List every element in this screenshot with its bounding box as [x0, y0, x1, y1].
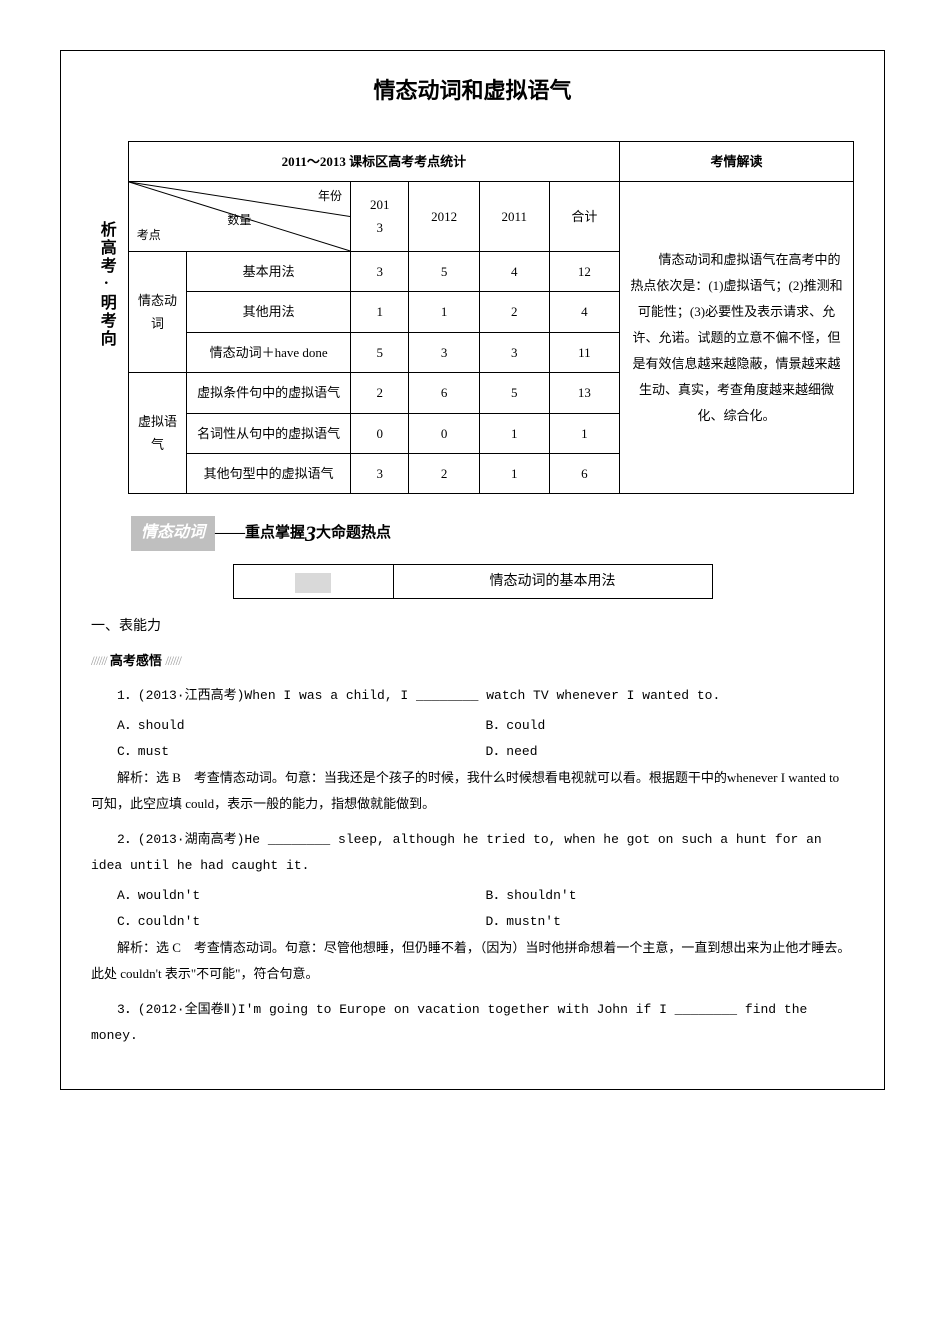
explanation: 解析：选 C 考查情态动词。句意：尽管他想睡，但仍睡不着，（因为）当时他拼命想着…: [91, 935, 854, 987]
options-row: C．couldn't D．mustn't: [117, 909, 854, 935]
question-stem: 2．(2013·湖南高考)He ________ sleep, although…: [91, 827, 854, 879]
year-col-total: 合计: [549, 181, 619, 251]
cell: 3: [409, 332, 479, 372]
banner-dash: ——重点掌握: [215, 525, 305, 541]
cell: 3: [351, 251, 409, 291]
stats-header: 2011～2013 课标区高考考点统计: [128, 141, 619, 181]
option-b: B．shouldn't: [486, 883, 855, 909]
row-label: 虚拟条件句中的虚拟语气: [187, 373, 351, 413]
cell: 12: [549, 251, 619, 291]
gaokao-label: ////// 高考感悟 //////: [91, 649, 854, 672]
row-label: 其他句型中的虚拟语气: [187, 453, 351, 493]
cell: 2: [479, 292, 549, 332]
cell: 3: [351, 453, 409, 493]
cell: 13: [549, 373, 619, 413]
options-row: A．should B．could: [117, 713, 854, 739]
stats-table: 2011～2013 课标区高考考点统计 考情解读 年份 数量 考点 2013 2…: [128, 141, 854, 495]
group-label: 情态动词: [128, 251, 186, 372]
cell: 5: [351, 332, 409, 372]
vertical-side-label: 析高考·明考向: [91, 221, 120, 348]
option-a: A．wouldn't: [117, 883, 486, 909]
option-c: C．couldn't: [117, 909, 486, 935]
question-stem: 1．(2013·江西高考)When I was a child, I _____…: [91, 683, 854, 709]
cell: 1: [351, 292, 409, 332]
option-a: A．should: [117, 713, 486, 739]
cell: 1: [479, 413, 549, 453]
year-col-2013: 2013: [351, 181, 409, 251]
banner-tail: 大命题热点: [316, 525, 391, 541]
section-banner: 情态动词——重点掌握3大命题热点: [131, 514, 854, 554]
cell: 6: [409, 373, 479, 413]
diag-count-label: 数量: [227, 210, 251, 232]
cell: 0: [409, 413, 479, 453]
subsection-left: [234, 565, 394, 598]
page-title: 情态动词和虚拟语气: [91, 71, 854, 111]
group-label: 虚拟语气: [128, 373, 186, 494]
question-3: 3．(2012·全国卷Ⅱ)I'm going to Europe on vaca…: [91, 997, 854, 1049]
gaokao-text: 高考感悟: [110, 653, 162, 668]
option-d: D．need: [486, 739, 855, 765]
cell: 11: [549, 332, 619, 372]
year-col-2012: 2012: [409, 181, 479, 251]
cell: 6: [549, 453, 619, 493]
explanation: 解析：选 B 考查情态动词。句意：当我还是个孩子的时候，我什么时候想看电视就可以…: [91, 765, 854, 817]
row-label: 基本用法: [187, 251, 351, 291]
option-c: C．must: [117, 739, 486, 765]
cell: 1: [479, 453, 549, 493]
banner-number: 3: [305, 521, 316, 546]
row-label: 名词性从句中的虚拟语气: [187, 413, 351, 453]
question-2: 2．(2013·湖南高考)He ________ sleep, although…: [91, 827, 854, 987]
options-row: A．wouldn't B．shouldn't: [117, 883, 854, 909]
subsection-left-inner: [295, 573, 331, 593]
slash-decoration-icon: //////: [165, 653, 181, 668]
slash-decoration-icon: //////: [91, 653, 107, 668]
subsection-title: 情态动词的基本用法: [394, 565, 712, 598]
cell: 1: [549, 413, 619, 453]
cell: 2: [351, 373, 409, 413]
cell: 2: [409, 453, 479, 493]
cell: 4: [479, 251, 549, 291]
cell: 4: [549, 292, 619, 332]
cell: 5: [479, 373, 549, 413]
cell: 1: [409, 292, 479, 332]
row-label: 情态动词＋have done: [187, 332, 351, 372]
year-col-2011: 2011: [479, 181, 549, 251]
cell: 3: [479, 332, 549, 372]
banner-highlight: 情态动词: [131, 516, 215, 551]
question-1: 1．(2013·江西高考)When I was a child, I _____…: [91, 683, 854, 817]
diagonal-header-cell: 年份 数量 考点: [128, 181, 350, 251]
options-row: C．must D．need: [117, 739, 854, 765]
subsection-bar: 情态动词的基本用法: [233, 564, 713, 599]
stats-section: 析高考·明考向 2011～2013 课标区高考考点统计 考情解读 年份 数量 考…: [91, 141, 854, 495]
heading-ability: 一、表能力: [91, 614, 854, 639]
interp-header: 考情解读: [620, 141, 854, 181]
interpretation-cell: 情态动词和虚拟语气在高考中的热点依次是：(1)虚拟语气；(2)推测和可能性；(3…: [620, 181, 854, 493]
question-stem: 3．(2012·全国卷Ⅱ)I'm going to Europe on vaca…: [91, 997, 854, 1049]
diag-point-label: 考点: [137, 225, 161, 247]
cell: 0: [351, 413, 409, 453]
page-frame: 情态动词和虚拟语气 析高考·明考向 2011～2013 课标区高考考点统计 考情…: [60, 50, 885, 1090]
option-b: B．could: [486, 713, 855, 739]
row-label: 其他用法: [187, 292, 351, 332]
cell: 5: [409, 251, 479, 291]
diag-year-label: 年份: [318, 186, 342, 208]
option-d: D．mustn't: [486, 909, 855, 935]
